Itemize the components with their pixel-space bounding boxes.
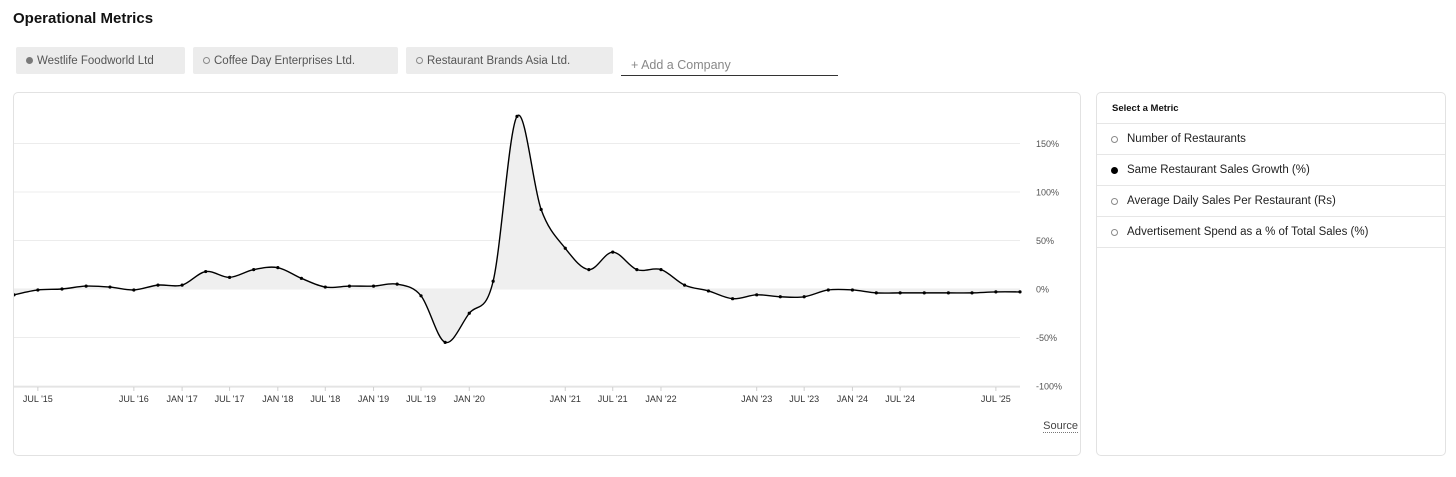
- data-point: [227, 275, 232, 279]
- data-point: [755, 293, 759, 297]
- data-point: [132, 288, 136, 292]
- data-point: [323, 285, 327, 289]
- chart-card: 150% 100% 50% 0% -50% -100% JUL '15 JUL '16 JAN …: [13, 92, 1081, 456]
- data-point: [395, 282, 399, 286]
- data-point: [371, 284, 376, 288]
- data-point: [563, 246, 567, 250]
- data-point: [252, 268, 256, 272]
- data-point: [898, 291, 902, 295]
- data-point: [730, 297, 735, 301]
- metric-option-average-daily-sales[interactable]: Average Daily Sales Per Restaurant (Rs): [1097, 186, 1445, 217]
- source-link[interactable]: Source: [1043, 420, 1078, 433]
- y-tick-label: 50%: [1036, 236, 1054, 246]
- radio-icon: [1111, 228, 1118, 236]
- y-tick-label: 150%: [1036, 139, 1059, 149]
- data-point: [36, 288, 40, 292]
- data-point: [994, 290, 998, 294]
- data-point: [299, 276, 304, 280]
- company-chip-label: Westlife Foodworld Ltd: [37, 54, 154, 67]
- x-tick-label: JAN '24: [837, 394, 868, 404]
- data-point: [682, 283, 687, 287]
- x-tick-label: JAN '21: [550, 394, 581, 404]
- x-tick-label: JUL '17: [215, 394, 245, 404]
- radio-dot-icon: [26, 57, 33, 64]
- sales-growth-chart: 150% 100% 50% 0% -50% -100% JUL '15 JUL '16 JAN …: [14, 114, 1062, 404]
- radio-dot-icon: [416, 57, 423, 64]
- metric-selector-panel: Select a Metric Number of Restaurants Sa…: [1096, 92, 1446, 456]
- data-point: [778, 295, 782, 299]
- data-point: [1018, 290, 1022, 294]
- y-tick-label: -100%: [1036, 382, 1062, 392]
- x-tick-label: JAN '22: [645, 394, 676, 404]
- data-point: [491, 279, 495, 283]
- data-point: [108, 285, 112, 289]
- company-chip-coffee-day[interactable]: Coffee Day Enterprises Ltd.: [193, 47, 398, 74]
- y-tick-label: 100%: [1036, 188, 1059, 198]
- company-chip-label: Coffee Day Enterprises Ltd.: [214, 54, 356, 67]
- data-point: [922, 291, 926, 295]
- data-point: [611, 250, 615, 254]
- radio-selected-icon: [1111, 166, 1118, 174]
- x-tick-label: JUL '15: [23, 394, 53, 404]
- radio-icon: [1111, 197, 1118, 205]
- data-point: [970, 291, 974, 295]
- data-point: [84, 284, 88, 288]
- x-tick-label: JUL '24: [885, 394, 915, 404]
- x-tick-label: JUL '16: [119, 394, 149, 404]
- company-chip-westlife[interactable]: Westlife Foodworld Ltd: [16, 47, 185, 74]
- company-chip-restaurant-brands[interactable]: Restaurant Brands Asia Ltd.: [406, 47, 613, 74]
- data-point: [467, 311, 471, 315]
- company-chip-label: Restaurant Brands Asia Ltd.: [427, 54, 571, 67]
- data-point: [347, 284, 352, 288]
- data-point: [850, 288, 855, 292]
- data-point: [419, 294, 423, 298]
- data-point: [443, 340, 447, 344]
- data-point: [802, 295, 806, 299]
- data-point: [204, 269, 208, 274]
- data-point: [180, 283, 184, 287]
- x-tick-label: JUL '25: [981, 394, 1011, 404]
- metric-option-label: Advertisement Spend as a % of Total Sale…: [1127, 226, 1369, 238]
- data-point: [826, 288, 830, 292]
- x-tick-label: JUL '18: [310, 394, 340, 404]
- data-point: [587, 268, 591, 272]
- add-company-input[interactable]: [621, 49, 838, 76]
- x-tick-label: JUL '19: [406, 394, 436, 404]
- x-tick-label: JAN '23: [741, 394, 772, 404]
- x-tick-label: JAN '19: [358, 394, 389, 404]
- data-point: [659, 268, 663, 272]
- series-area: [14, 115, 1020, 343]
- data-point: [276, 266, 280, 270]
- data-point: [60, 287, 64, 291]
- x-tick-label: JAN '17: [166, 394, 197, 404]
- data-point: [635, 268, 639, 272]
- metric-option-advertisement-spend[interactable]: Advertisement Spend as a % of Total Sale…: [1097, 217, 1445, 248]
- data-point: [156, 283, 160, 287]
- x-tick-label: JAN '20: [454, 394, 485, 404]
- metric-option-number-of-restaurants[interactable]: Number of Restaurants: [1097, 124, 1445, 155]
- x-tick-label: JAN '18: [262, 394, 293, 404]
- metric-selector-heading: Select a Metric: [1097, 93, 1445, 124]
- metric-option-label: Average Daily Sales Per Restaurant (Rs): [1127, 195, 1336, 207]
- data-point: [539, 207, 543, 212]
- x-tick-label: JUL '23: [789, 394, 819, 404]
- x-tick-label: JUL '21: [598, 394, 628, 404]
- data-point: [515, 114, 519, 118]
- page-title: Operational Metrics: [13, 10, 154, 27]
- y-tick-label: -50%: [1036, 333, 1057, 343]
- radio-dot-icon: [203, 57, 210, 64]
- y-tick-label: 0%: [1036, 285, 1049, 295]
- data-point: [946, 291, 951, 295]
- data-point: [706, 289, 711, 293]
- radio-icon: [1111, 135, 1118, 143]
- data-point: [14, 293, 16, 297]
- metric-option-label: Number of Restaurants: [1127, 133, 1246, 145]
- data-point: [874, 291, 878, 295]
- metric-option-label: Same Restaurant Sales Growth (%): [1127, 164, 1310, 176]
- metric-option-same-restaurant-sales-growth[interactable]: Same Restaurant Sales Growth (%): [1097, 155, 1445, 186]
